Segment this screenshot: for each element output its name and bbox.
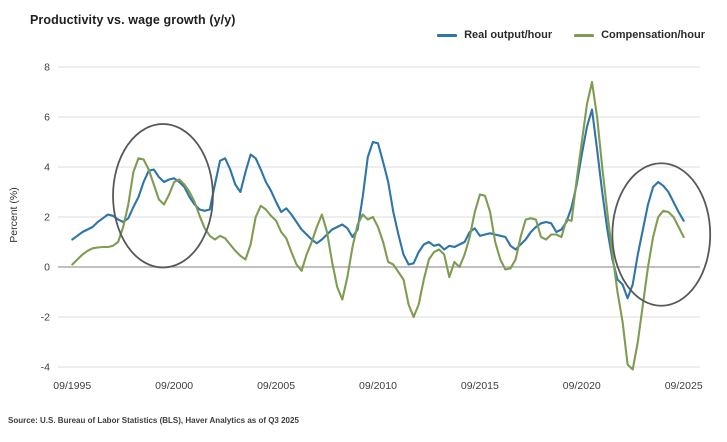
- x-tick-label: 09/2025: [665, 380, 703, 392]
- chart-title: Productivity vs. wage growth (y/y): [30, 13, 236, 27]
- legend-swatch-icon: [437, 33, 458, 37]
- x-tick-label: 09/2020: [563, 380, 601, 392]
- y-tick-label: -4: [41, 362, 50, 374]
- annotation-ellipse: [611, 162, 712, 307]
- annotation-ellipse: [112, 123, 214, 269]
- y-tick-label: -2: [41, 312, 50, 324]
- x-tick-label: 09/2000: [155, 380, 193, 392]
- legend: Real output/hour Compensation/hour: [437, 29, 705, 41]
- series-line-1: [71, 80, 685, 371]
- legend-item-0: Real output/hour: [437, 29, 552, 41]
- x-tick-label: 09/1995: [53, 380, 91, 392]
- y-tick-label: 2: [44, 212, 50, 224]
- legend-item-1: Compensation/hour: [574, 29, 705, 41]
- y-tick-label: 6: [44, 112, 50, 124]
- x-tick-label: 09/2015: [461, 380, 499, 392]
- series-line-0: [71, 108, 685, 300]
- y-axis-label: Percent (%): [8, 187, 20, 243]
- legend-label: Compensation/hour: [601, 29, 705, 41]
- y-tick-label: 4: [44, 162, 50, 174]
- y-tick-label: 0: [44, 262, 50, 274]
- x-tick-label: 09/2005: [257, 380, 295, 392]
- source-note: Source: U.S. Bureau of Labor Statistics …: [8, 416, 299, 425]
- legend-swatch-icon: [574, 33, 595, 37]
- x-tick-label: 09/2010: [359, 380, 397, 392]
- legend-label: Real output/hour: [464, 29, 553, 41]
- y-tick-label: 8: [44, 62, 50, 74]
